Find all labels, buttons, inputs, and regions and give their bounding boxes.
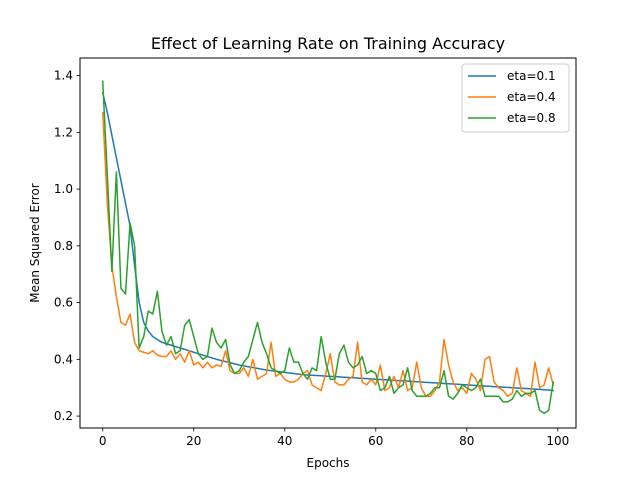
x-axis-label: Epochs: [307, 456, 350, 470]
series-layer: [101, 80, 555, 414]
y-axis: 0.2 0.4 0.6 0.8 1.0 1.2 1.4: [54, 69, 80, 423]
y-tick-label: 0.8: [54, 239, 73, 253]
plot-area-frame: [79, 57, 577, 429]
x-tick-label: 80: [459, 434, 474, 448]
x-tick-label: 60: [368, 434, 383, 448]
series-line-eta-0-4: [101, 111, 555, 397]
y-tick-label: 1.2: [54, 125, 73, 139]
y-tick-label: 0.6: [54, 296, 73, 310]
x-tick-label: 100: [546, 434, 569, 448]
legend: eta=0.1 eta=0.4 eta=0.8: [461, 63, 570, 133]
legend-label: eta=0.8: [507, 111, 556, 125]
chart-title: Effect of Learning Rate on Training Accu…: [151, 34, 505, 53]
x-tick-label: 40: [277, 434, 292, 448]
x-tick-label: 0: [99, 434, 107, 448]
y-tick-label: 1.0: [54, 182, 73, 196]
y-tick-label: 1.4: [54, 69, 73, 83]
y-tick-label: 0.4: [54, 352, 73, 366]
legend-frame: [461, 63, 570, 133]
series-line-eta-0-1: [101, 91, 555, 392]
x-axis: 0 20 40 60 80 100: [99, 428, 569, 448]
series-line-eta-0-8: [101, 80, 555, 414]
y-tick-label: 0.2: [54, 409, 73, 423]
y-axis-label: Mean Squared Error: [28, 183, 42, 303]
legend-label: eta=0.4: [507, 90, 556, 104]
legend-label: eta=0.1: [507, 69, 556, 83]
x-tick-label: 20: [186, 434, 201, 448]
